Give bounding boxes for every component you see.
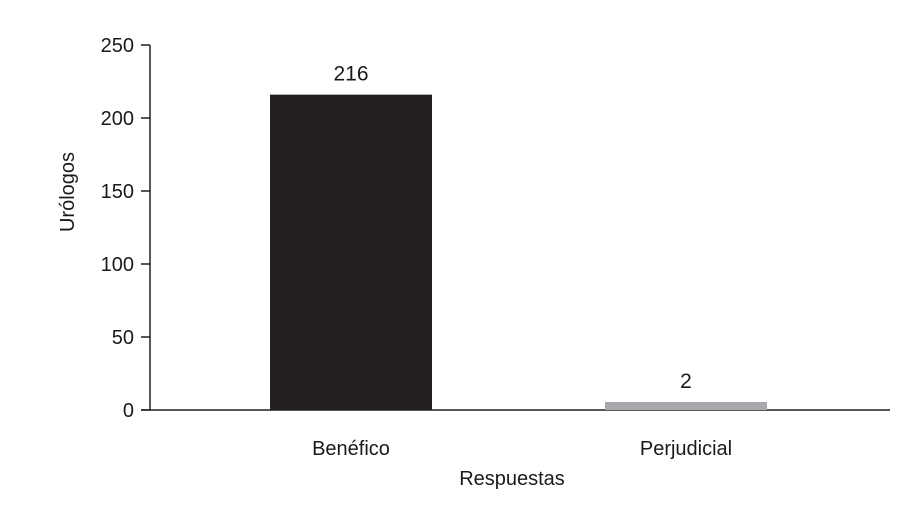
data-labels: 216 2 [333,63,691,393]
bars [270,94,767,410]
y-tick-label: 50 [112,327,134,349]
bar-value-label: 216 [333,63,368,86]
x-axis: Benéfico Perjudicial [141,409,890,460]
y-tick-label: 250 [101,35,134,57]
y-tick-label: 150 [101,181,134,203]
bar-perjudicial [605,402,767,410]
x-category-label: Benéfico [312,438,390,460]
x-axis-title: Respuestas [459,468,565,490]
y-tick-label: 100 [101,254,134,276]
x-category-label: Perjudicial [640,438,732,460]
bar-benefico [270,94,432,410]
y-axis: 0 50 100 150 200 250 [101,35,151,422]
bar-value-label: 2 [680,370,692,393]
y-tick-label: 200 [101,108,134,130]
y-axis-title: Urólogos [57,152,79,232]
y-tick-label: 0 [123,400,134,422]
